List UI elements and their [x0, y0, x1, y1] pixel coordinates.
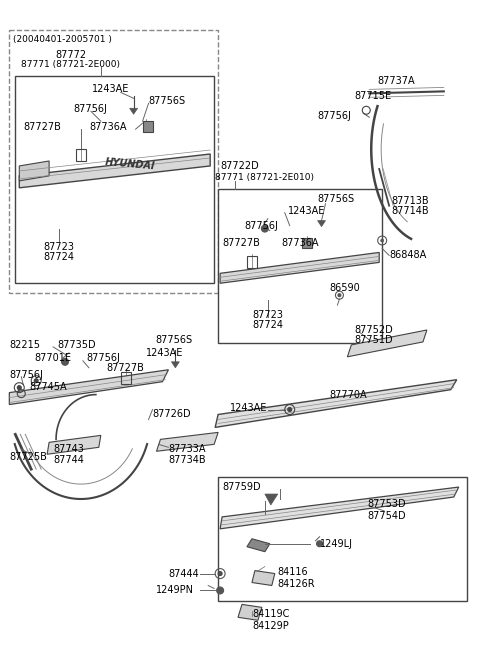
Text: HYUNDAI: HYUNDAI: [105, 157, 156, 171]
Text: 87756S: 87756S: [156, 335, 192, 345]
Text: 1243AE: 1243AE: [145, 348, 183, 358]
Circle shape: [61, 358, 69, 365]
Text: 87752D: 87752D: [354, 325, 393, 335]
Text: 1249LJ: 1249LJ: [320, 539, 352, 549]
Text: 87715E: 87715E: [354, 91, 392, 102]
Bar: [301, 238, 312, 248]
Circle shape: [316, 541, 323, 547]
Polygon shape: [9, 370, 168, 405]
Polygon shape: [252, 571, 275, 586]
Polygon shape: [220, 487, 459, 529]
Polygon shape: [348, 330, 427, 357]
Text: 84129P: 84129P: [252, 621, 288, 631]
Text: 87756J: 87756J: [318, 111, 351, 121]
Text: 87444: 87444: [168, 569, 199, 578]
Polygon shape: [19, 161, 49, 181]
Text: 87754D: 87754D: [367, 511, 406, 521]
Circle shape: [338, 293, 341, 297]
Polygon shape: [318, 221, 325, 227]
Polygon shape: [220, 252, 379, 283]
Text: 86848A: 86848A: [389, 250, 426, 261]
Text: 87733A: 87733A: [168, 444, 206, 455]
Polygon shape: [215, 380, 457, 428]
Text: 87771 (87721-2E010): 87771 (87721-2E010): [215, 174, 314, 182]
Bar: [247, 256, 257, 269]
Circle shape: [216, 587, 224, 594]
Text: 87723: 87723: [44, 242, 74, 252]
Text: 87756S: 87756S: [318, 194, 355, 204]
Bar: [76, 149, 86, 161]
Text: 87745A: 87745A: [29, 382, 67, 392]
Text: 84119C: 84119C: [252, 609, 289, 620]
Polygon shape: [156, 432, 218, 451]
Text: 84116: 84116: [278, 567, 309, 576]
Text: 87727B: 87727B: [23, 122, 61, 132]
Text: 1243AE: 1243AE: [230, 403, 267, 413]
Text: 84126R: 84126R: [278, 578, 315, 588]
Circle shape: [17, 386, 21, 390]
Text: 87722D: 87722D: [220, 161, 259, 171]
Text: 87724: 87724: [44, 252, 74, 263]
Text: 82215: 82215: [9, 340, 40, 350]
Text: 87737A: 87737A: [377, 77, 415, 86]
Text: 87756J: 87756J: [244, 221, 278, 231]
Text: 87736A: 87736A: [282, 238, 319, 248]
Text: 87734B: 87734B: [168, 455, 206, 465]
Circle shape: [218, 572, 222, 576]
Text: 87756J: 87756J: [9, 369, 43, 380]
Text: 87735D: 87735D: [57, 340, 96, 350]
Text: 1243AE: 1243AE: [288, 206, 325, 215]
Polygon shape: [238, 605, 262, 620]
Text: 87727B: 87727B: [107, 363, 144, 373]
Circle shape: [34, 379, 38, 383]
Polygon shape: [130, 108, 138, 114]
Text: 87756J: 87756J: [86, 353, 120, 363]
Text: 87770A: 87770A: [329, 390, 367, 400]
Text: 87756J: 87756J: [73, 104, 107, 114]
Bar: [218, 477, 467, 601]
Text: 87725B: 87725B: [9, 452, 47, 462]
Text: 87727B: 87727B: [222, 238, 260, 248]
Text: 87759D: 87759D: [222, 482, 261, 492]
Text: 86590: 86590: [329, 283, 360, 293]
Text: 1249PN: 1249PN: [156, 586, 193, 595]
Polygon shape: [171, 362, 180, 367]
Bar: [218, 189, 382, 343]
Text: 87724: 87724: [252, 320, 283, 330]
Polygon shape: [265, 494, 278, 505]
Text: 87701E: 87701E: [34, 353, 71, 363]
Text: 1243AE: 1243AE: [92, 84, 130, 94]
Bar: [143, 121, 153, 132]
Circle shape: [381, 239, 384, 242]
Circle shape: [288, 407, 292, 411]
Bar: [120, 372, 131, 384]
Text: 87723: 87723: [252, 310, 283, 320]
Text: 87751D: 87751D: [354, 335, 393, 345]
Polygon shape: [247, 539, 270, 552]
Text: 87736A: 87736A: [89, 122, 126, 132]
Polygon shape: [47, 436, 101, 455]
Text: 87772: 87772: [55, 50, 86, 60]
Text: 87726D: 87726D: [153, 409, 191, 419]
Text: 87756S: 87756S: [148, 96, 186, 106]
Text: 87713B: 87713B: [391, 196, 429, 206]
Bar: [9, 29, 218, 293]
Polygon shape: [19, 154, 210, 188]
Text: 87771 (87721-2E000): 87771 (87721-2E000): [22, 60, 120, 69]
Text: 87743: 87743: [54, 444, 84, 455]
Circle shape: [262, 225, 268, 232]
Text: 87753D: 87753D: [367, 499, 406, 509]
Bar: [15, 77, 214, 283]
Text: 87744: 87744: [54, 455, 84, 465]
Text: 87714B: 87714B: [391, 206, 429, 215]
Text: (20040401-2005701 ): (20040401-2005701 ): [13, 35, 112, 44]
